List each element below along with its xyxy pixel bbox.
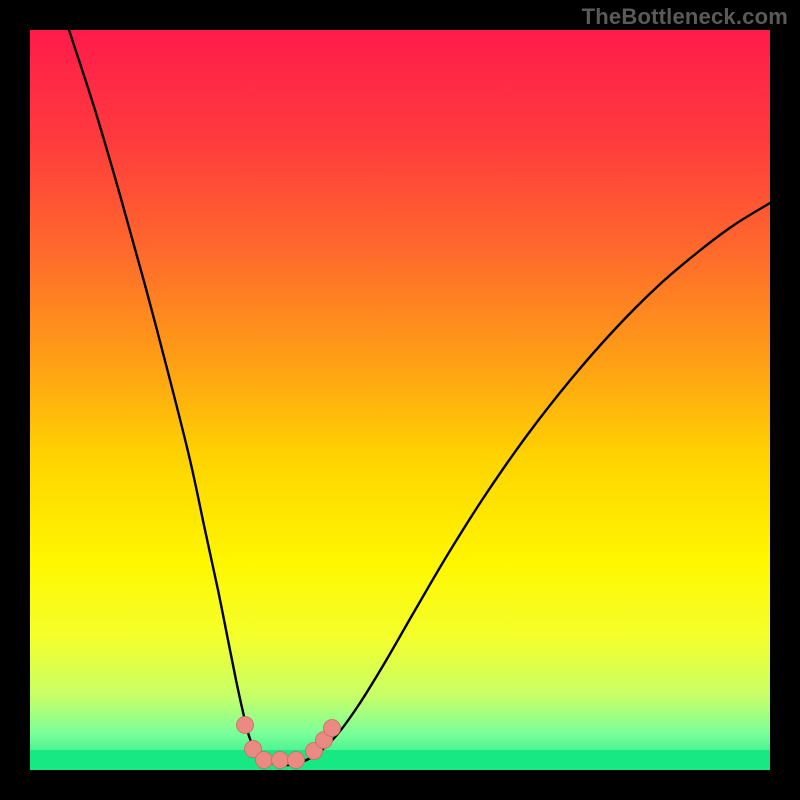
data-dot	[237, 717, 254, 734]
data-dot	[324, 720, 341, 737]
data-dot	[256, 752, 273, 769]
bottleneck-curve-chart	[0, 0, 800, 800]
watermark-text: TheBottleneck.com	[582, 4, 788, 30]
green-band	[30, 750, 770, 770]
data-dot	[272, 752, 289, 769]
gradient-background	[30, 30, 770, 770]
data-dot	[288, 752, 305, 769]
